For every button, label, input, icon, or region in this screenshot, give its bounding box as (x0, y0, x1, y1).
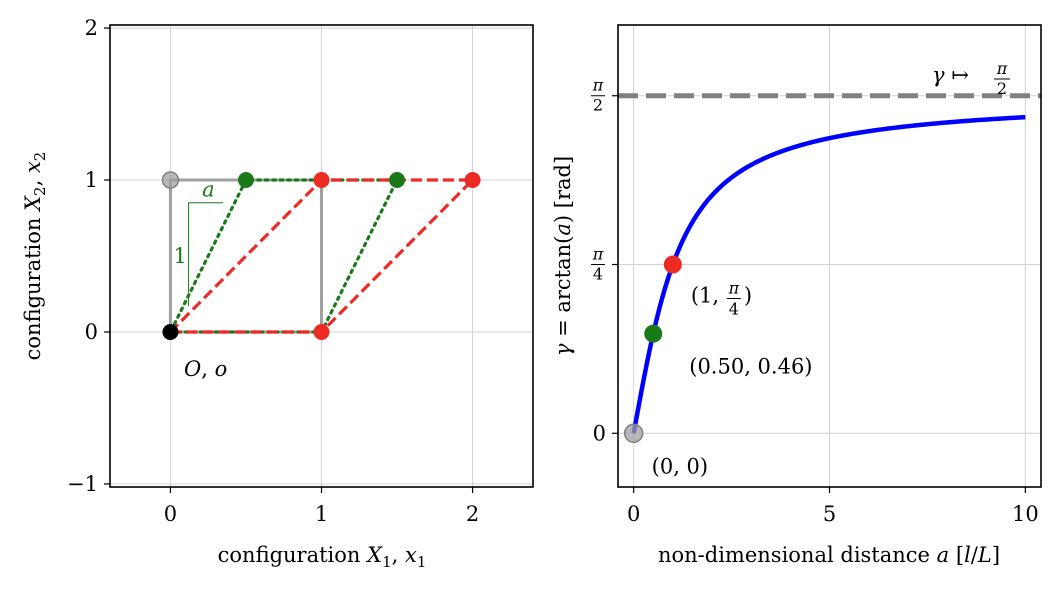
svg-text:4: 4 (593, 265, 603, 284)
left-ytick-label: 2 (85, 16, 98, 40)
right-xtick-label: 0 (627, 502, 640, 526)
right-point-label-0: (0, 0) (652, 454, 708, 478)
left-ylabel: configuration X2, x2 (21, 152, 49, 361)
svg-text:π: π (996, 59, 1008, 78)
slope-rise-label: a (202, 177, 215, 201)
right-xtick-label: 10 (1012, 502, 1039, 526)
right-point-labels: (0, 0) (0.50, 0.46) (1, π 4) (652, 279, 813, 479)
shape-shear-a-1 (169, 178, 475, 334)
right-point-1 (644, 324, 663, 343)
svg-text:): ) (744, 284, 752, 308)
right-ytick-label: π2 (591, 76, 605, 115)
right-xtick-label: 5 (823, 502, 836, 526)
left-ytick-label: 0 (85, 320, 98, 344)
right-ytick-label: π4 (591, 245, 605, 284)
left-point-1 (237, 172, 254, 189)
right-xlabel: non-dimensional distance a [l/L] (658, 543, 1000, 567)
left-xtick-label: 2 (466, 502, 479, 526)
svg-text:2: 2 (997, 79, 1007, 98)
origin-label-O: O (184, 357, 201, 381)
left-panel: 0 1 2 −1 0 1 2 O, o a 1 configuration X1, x1 c… (21, 16, 534, 571)
left-point-5 (313, 323, 330, 340)
origin-label-o: o (215, 357, 228, 381)
left-point-3 (313, 172, 330, 189)
left-xtick-label: 1 (315, 502, 328, 526)
right-point-label-2: (1, π 4) (691, 279, 752, 319)
right-ylabel: γ = arctan(a) [rad] (551, 156, 575, 356)
arctan-curve (631, 114, 1027, 434)
svg-text:4: 4 (729, 300, 739, 319)
slope-run-label: 1 (173, 244, 186, 268)
svg-text:γ ↦: γ ↦ (932, 63, 969, 87)
right-ytick-label: 0 (593, 421, 606, 445)
svg-text:2: 2 (593, 96, 603, 115)
right-point-0 (623, 423, 644, 444)
left-xtick-label: 0 (164, 502, 177, 526)
svg-text:π: π (592, 76, 604, 95)
left-point-6 (162, 323, 179, 340)
left-ytick-label: −1 (67, 472, 98, 496)
right-point-2 (663, 255, 682, 274)
svg-text:(1,: (1, (691, 284, 719, 308)
right-points (623, 255, 682, 444)
slope-triangle (188, 202, 224, 307)
right-grid (618, 25, 1041, 487)
left-points (161, 171, 481, 340)
asymptote-label: γ ↦ π 2 (932, 59, 1010, 98)
left-point-2 (389, 172, 406, 189)
right-point-label-1: (0.50, 0.46) (689, 355, 812, 379)
left-point-4 (464, 172, 481, 189)
slope-triangle-lines (188, 202, 224, 307)
svg-text:π: π (728, 279, 740, 298)
right-lines (618, 93, 1041, 434)
left-point-0 (161, 171, 180, 189)
left-ticks: 0 1 2 −1 0 1 2 (67, 16, 479, 526)
svg-text:π: π (592, 245, 604, 264)
left-xlabel: configuration X1, x1 (218, 543, 427, 571)
origin-label: O, o (184, 357, 227, 381)
left-ytick-label: 1 (85, 168, 98, 192)
